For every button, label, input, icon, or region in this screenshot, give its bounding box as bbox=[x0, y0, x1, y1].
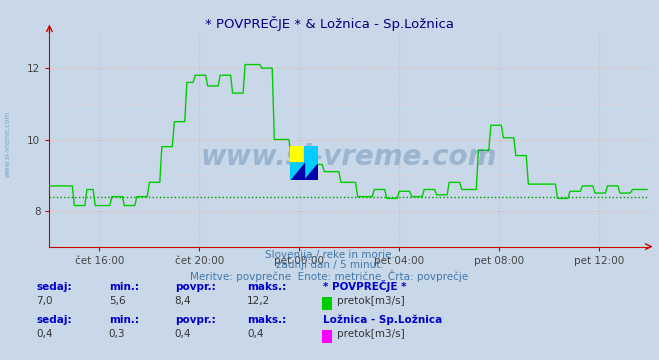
Text: sedaj:: sedaj: bbox=[36, 282, 72, 292]
Text: min.:: min.: bbox=[109, 315, 139, 325]
Text: Ložnica - Sp.Ložnica: Ložnica - Sp.Ložnica bbox=[323, 314, 442, 325]
Text: 5,6: 5,6 bbox=[109, 296, 125, 306]
Polygon shape bbox=[304, 163, 318, 180]
Bar bbox=[290, 163, 318, 180]
Text: * POVPREČJE * & Ložnica - Sp.Ložnica: * POVPREČJE * & Ložnica - Sp.Ložnica bbox=[205, 16, 454, 31]
Polygon shape bbox=[304, 146, 318, 163]
Polygon shape bbox=[290, 163, 304, 180]
Text: www.si-vreme.com: www.si-vreme.com bbox=[5, 111, 11, 177]
Text: povpr.:: povpr.: bbox=[175, 282, 215, 292]
Polygon shape bbox=[290, 146, 304, 163]
Text: * POVPREČJE *: * POVPREČJE * bbox=[323, 280, 407, 292]
Text: 8,4: 8,4 bbox=[175, 296, 191, 306]
Text: www.si-vreme.com: www.si-vreme.com bbox=[201, 143, 498, 171]
Text: min.:: min.: bbox=[109, 282, 139, 292]
Text: sedaj:: sedaj: bbox=[36, 315, 72, 325]
Text: zadnji dan / 5 minut.: zadnji dan / 5 minut. bbox=[275, 260, 384, 270]
Text: maks.:: maks.: bbox=[247, 282, 287, 292]
Text: maks.:: maks.: bbox=[247, 315, 287, 325]
Bar bbox=[290, 146, 304, 163]
Polygon shape bbox=[290, 163, 304, 180]
Text: 0,3: 0,3 bbox=[109, 329, 125, 339]
Text: povpr.:: povpr.: bbox=[175, 315, 215, 325]
Text: 0,4: 0,4 bbox=[36, 329, 53, 339]
Text: 12,2: 12,2 bbox=[247, 296, 270, 306]
Text: pretok[m3/s]: pretok[m3/s] bbox=[337, 296, 405, 306]
Text: Slovenija / reke in morje.: Slovenija / reke in morje. bbox=[264, 250, 395, 260]
Text: Meritve: povprečne  Enote: metrične  Črta: povprečje: Meritve: povprečne Enote: metrične Črta:… bbox=[190, 270, 469, 282]
Text: pretok[m3/s]: pretok[m3/s] bbox=[337, 329, 405, 339]
Text: 0,4: 0,4 bbox=[247, 329, 264, 339]
Text: 7,0: 7,0 bbox=[36, 296, 53, 306]
Text: 0,4: 0,4 bbox=[175, 329, 191, 339]
Bar bbox=[304, 146, 318, 163]
